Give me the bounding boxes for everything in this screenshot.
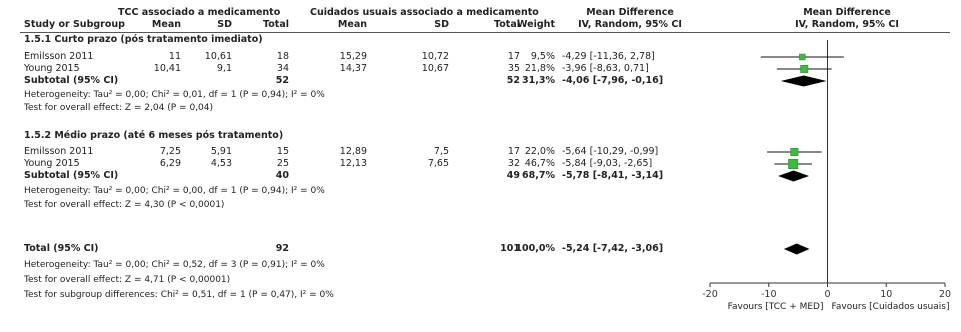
col-study: Study or Subgroup <box>24 19 125 30</box>
study-name: Young 2015 <box>24 63 80 74</box>
study-point <box>800 65 809 73</box>
subtotal-ci: -5,78 [-8,41, -3,14] <box>562 170 664 181</box>
col-total2: Total <box>494 19 520 30</box>
mean-diff-plot-header: Mean Difference <box>803 7 891 18</box>
group1-header: TCC associado a medicamento <box>118 7 281 18</box>
study-name: Emilsson 2011 <box>24 51 94 62</box>
subgroup-title: 1.5.2 Médio prazo (até 6 meses pós trata… <box>24 130 284 141</box>
total1-value: 34 <box>276 63 289 74</box>
sd2-value: 7,65 <box>427 158 449 169</box>
heterogeneity-text: Heterogeneity: Tau² = 0,00; Chi² = 0,52,… <box>24 260 325 270</box>
sd1-value: 5,91 <box>210 146 232 157</box>
study-name: Emilsson 2011 <box>24 146 94 157</box>
total2-value: 32 <box>507 158 520 169</box>
col-mean2: Mean <box>337 19 367 30</box>
mean1-value: 11 <box>168 51 181 62</box>
heterogeneity-text: Heterogeneity: Tau² = 0,00; Chi² = 0,01,… <box>24 90 325 100</box>
col-ci: IV, Random, 95% CI <box>578 19 682 30</box>
weight-value: 46,7% <box>524 158 555 169</box>
ci-value: -4,29 [-11,36, 2,78] <box>562 51 655 62</box>
mean2-value: 12,13 <box>339 158 367 169</box>
total1-value: 25 <box>276 158 289 169</box>
x-tick-label: 0 <box>824 289 830 300</box>
total1-value: 18 <box>276 51 289 62</box>
overall-effect-text: Test for overall effect: Z = 2,04 (P = 0… <box>24 103 213 113</box>
mean2-value: 12,89 <box>339 146 367 157</box>
total2-value: 17 <box>507 51 520 62</box>
study-point <box>790 148 799 156</box>
ci-value: -3,96 [-8,63, 0,71] <box>562 63 649 74</box>
subtotal-weight: 31,3% <box>522 75 555 86</box>
subtotal-weight: 68,7% <box>522 170 555 181</box>
x-tick-label: -10 <box>761 289 777 300</box>
sd1-value: 4,53 <box>210 158 232 169</box>
mean1-value: 6,29 <box>159 158 181 169</box>
col-ci-plot: IV, Random, 95% CI <box>795 19 899 30</box>
mean2-value: 15,29 <box>339 51 367 62</box>
x-tick-label: 20 <box>939 289 951 300</box>
sd2-value: 7,5 <box>433 146 449 157</box>
sd1-value: 9,1 <box>216 63 232 74</box>
mean-diff-header: Mean Difference <box>586 7 674 18</box>
x-tick-label: -20 <box>702 289 718 300</box>
total-ci: -5,24 [-7,42, -3,06] <box>562 243 664 254</box>
subtotal-ci: -4,06 [-7,96, -0,16] <box>562 75 664 86</box>
x-tick-label: 10 <box>880 289 892 300</box>
header-divider <box>20 32 950 33</box>
total-weight: 100,0% <box>515 243 555 254</box>
mean2-value: 14,37 <box>339 63 367 74</box>
col-sd2: SD <box>434 19 449 30</box>
subtotal-total2: 52 <box>506 75 520 86</box>
summary-diamond <box>780 75 827 87</box>
total-total1: 92 <box>275 243 289 254</box>
total-label: Total (95% CI) <box>24 243 99 254</box>
overall-effect-text: Test for overall effect: Z = 4,30 (P < 0… <box>24 200 225 210</box>
heterogeneity-text: Heterogeneity: Tau² = 0,00; Chi² = 0,00,… <box>24 186 325 196</box>
mean1-value: 7,25 <box>159 146 181 157</box>
col-sd1: SD <box>217 19 232 30</box>
col-total1: Total <box>263 19 289 30</box>
weight-value: 22,0% <box>524 146 555 157</box>
weight-value: 9,5% <box>530 51 555 62</box>
summary-diamond <box>778 170 810 182</box>
favours-right-label: Favours [Cuidados usuais] <box>832 302 950 312</box>
subgroup-diff-text: Test for subgroup differences: Chi² = 0,… <box>24 290 334 300</box>
overall-effect-text: Test for overall effect: Z = 4,71 (P < 0… <box>24 275 231 285</box>
total2-value: 17 <box>507 146 520 157</box>
ci-value: -5,84 [-9,03, -2,65] <box>562 158 653 169</box>
subtotal-total1: 52 <box>275 75 289 86</box>
subtotal-total1: 40 <box>275 170 289 181</box>
study-point <box>799 53 806 61</box>
study-name: Young 2015 <box>24 158 80 169</box>
sd1-value: 10,61 <box>204 51 232 62</box>
study-point <box>788 159 799 169</box>
subgroup-title: 1.5.1 Curto prazo (pós tratamento imedia… <box>24 34 263 45</box>
total2-value: 35 <box>507 63 520 74</box>
weight-value: 21,8% <box>524 63 555 74</box>
favours-left-label: Favours [TCC + MED] <box>728 302 824 312</box>
ci-value: -5,64 [-10,29, -0,99] <box>562 146 659 157</box>
sd2-value: 10,72 <box>421 51 449 62</box>
summary-diamond <box>783 243 810 255</box>
subtotal-label: Subtotal (95% CI) <box>24 75 119 86</box>
mean1-value: 10,41 <box>153 63 181 74</box>
col-weight: Weight <box>517 19 555 30</box>
group2-header: Cuidados usuais associado a medicamento <box>310 7 539 18</box>
subtotal-label: Subtotal (95% CI) <box>24 170 119 181</box>
sd2-value: 10,67 <box>421 63 449 74</box>
subtotal-total2: 49 <box>506 170 520 181</box>
total-total2: 101 <box>500 243 520 254</box>
col-mean1: Mean <box>151 19 181 30</box>
total1-value: 15 <box>276 146 289 157</box>
